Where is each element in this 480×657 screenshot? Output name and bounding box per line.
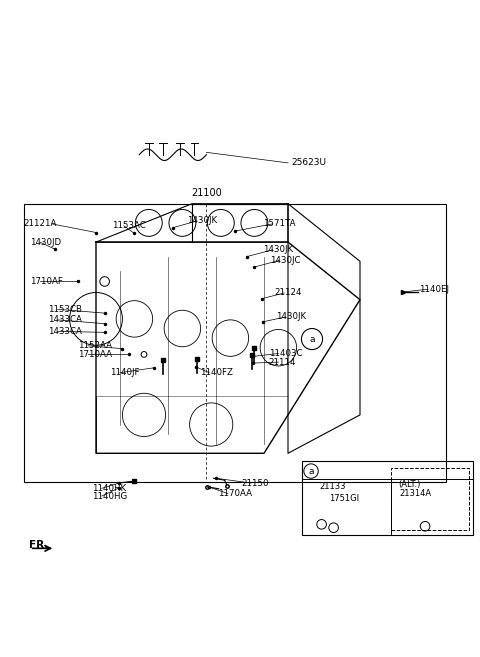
Text: 1433CA: 1433CA bbox=[48, 315, 82, 325]
Text: (ALT.): (ALT.) bbox=[398, 480, 420, 489]
Text: 1153AC: 1153AC bbox=[112, 221, 145, 231]
Text: 21100: 21100 bbox=[191, 188, 222, 198]
Text: 21314A: 21314A bbox=[399, 489, 432, 499]
Text: 1710AF: 1710AF bbox=[30, 277, 63, 286]
Text: 1751GI: 1751GI bbox=[329, 494, 359, 503]
Bar bbox=[391, 468, 469, 530]
Text: 1430JK: 1430JK bbox=[276, 313, 306, 321]
Text: 1433CA: 1433CA bbox=[48, 327, 82, 336]
Text: 1140FZ: 1140FZ bbox=[200, 368, 232, 377]
Text: 1140JF: 1140JF bbox=[110, 368, 140, 377]
Text: 1170AA: 1170AA bbox=[218, 489, 252, 498]
Text: 1430JK: 1430JK bbox=[263, 245, 293, 254]
Text: 1153CB: 1153CB bbox=[48, 305, 82, 314]
Text: a: a bbox=[309, 334, 315, 344]
Text: 11403C: 11403C bbox=[269, 349, 302, 358]
Text: 1140HK: 1140HK bbox=[92, 484, 126, 493]
Text: a: a bbox=[308, 466, 314, 476]
Text: 1430JC: 1430JC bbox=[270, 256, 300, 265]
Bar bbox=[302, 461, 473, 535]
Text: 1140HG: 1140HG bbox=[92, 491, 127, 501]
Text: 1430JD: 1430JD bbox=[30, 238, 61, 246]
Text: 1152AA: 1152AA bbox=[78, 341, 112, 350]
Text: 21114: 21114 bbox=[269, 357, 296, 367]
Bar bbox=[24, 204, 446, 482]
Text: 1140EJ: 1140EJ bbox=[419, 284, 448, 294]
Text: 25623U: 25623U bbox=[292, 158, 327, 168]
Text: 21133: 21133 bbox=[319, 482, 346, 491]
Text: 1710AA: 1710AA bbox=[78, 350, 112, 359]
Text: 21121A: 21121A bbox=[23, 219, 57, 229]
Text: 1430JK: 1430JK bbox=[187, 216, 217, 225]
Text: 21150: 21150 bbox=[241, 478, 269, 487]
Text: 21124: 21124 bbox=[275, 288, 302, 298]
Text: 1571TA: 1571TA bbox=[263, 219, 296, 229]
Text: FR.: FR. bbox=[29, 541, 48, 551]
